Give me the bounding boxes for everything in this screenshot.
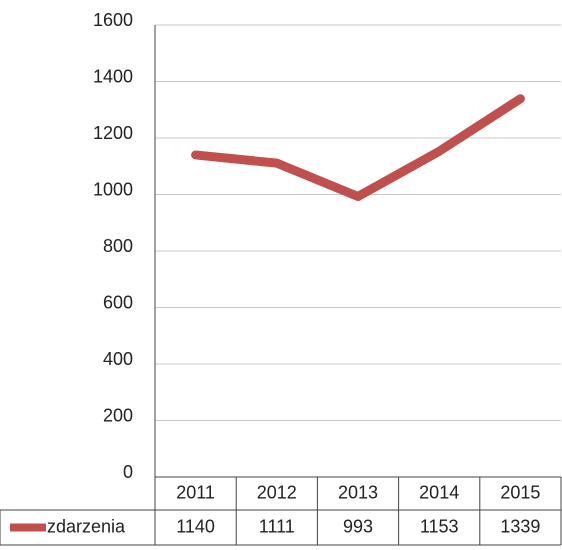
y-tick-label: 1600 xyxy=(93,10,133,30)
y-tick-label: 1200 xyxy=(93,123,133,143)
y-tick-label: 200 xyxy=(103,405,133,425)
y-tick-label: 0 xyxy=(123,462,133,482)
y-tick-label: 400 xyxy=(103,349,133,369)
data-table-value: 1140 xyxy=(176,516,215,536)
data-table-value: 1111 xyxy=(259,516,295,536)
y-tick-label: 800 xyxy=(103,236,133,256)
x-tick-label: 2011 xyxy=(176,482,215,502)
line-series xyxy=(191,94,525,201)
y-tick-label: 600 xyxy=(103,292,133,312)
x-tick-label: 2014 xyxy=(419,482,459,502)
data-table-value: 993 xyxy=(343,516,373,536)
x-tick-label: 2012 xyxy=(257,482,297,502)
legend-label: zdarzenia xyxy=(47,516,126,536)
x-tick-label: 2015 xyxy=(500,482,540,502)
y-tick-label: 1000 xyxy=(93,179,133,199)
x-tick-label: 2013 xyxy=(338,482,378,502)
y-tick-label: 1400 xyxy=(93,66,133,86)
data-table-value: 1153 xyxy=(420,516,459,536)
data-table-value: 1339 xyxy=(500,516,540,536)
